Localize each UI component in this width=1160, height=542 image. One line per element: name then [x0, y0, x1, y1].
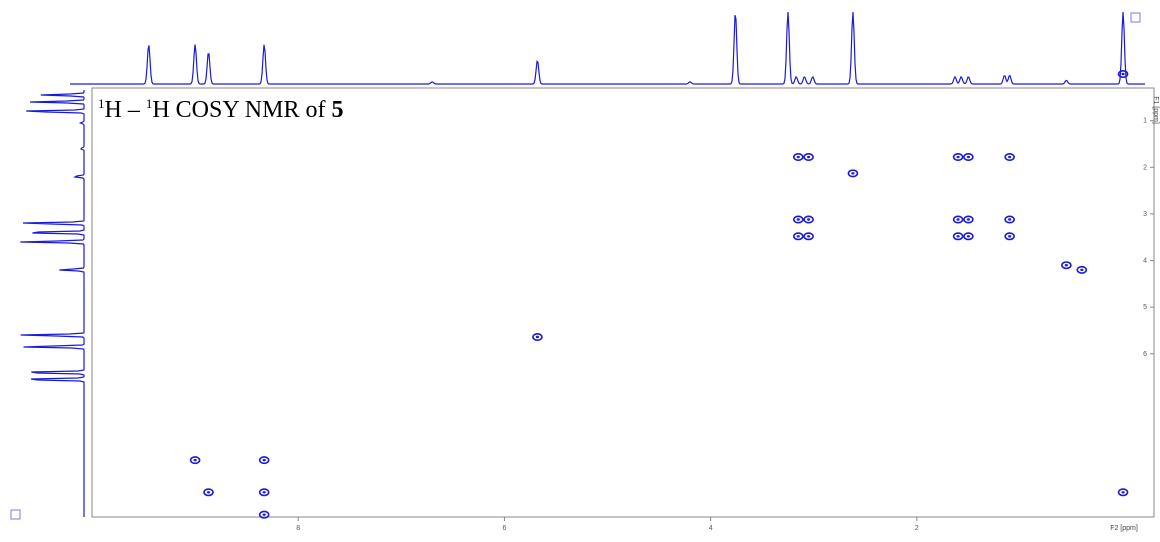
cross-peak [1117, 70, 1129, 79]
cross-peak [963, 153, 974, 162]
cross-peak [803, 232, 814, 241]
cross-peak [792, 232, 804, 241]
cross-peak [1004, 215, 1015, 224]
cross-peak-core [1008, 235, 1012, 238]
cross-peak [258, 456, 270, 465]
y-tick-label: 4 [1143, 258, 1147, 265]
corner-box-bottom-left [10, 509, 21, 520]
y-tick-label: 6 [1143, 351, 1147, 358]
y-axis-ticks: 1 2 3 4 5 6 [1143, 118, 1154, 358]
y-tick-label: 3 [1143, 211, 1147, 218]
cross-peak [189, 456, 201, 465]
cross-peak-core [193, 458, 197, 462]
cross-peak-core [1008, 218, 1012, 221]
cross-peak-core [796, 155, 800, 159]
y-tick-label: 5 [1143, 304, 1147, 311]
cross-peak [1061, 261, 1072, 270]
cross-peak [1117, 488, 1129, 497]
cross-peak-core [851, 172, 855, 175]
cross-peak-core [956, 155, 960, 159]
x-tick-label: 6 [502, 525, 506, 532]
cross-peak-core [1121, 72, 1125, 76]
x-tick-label: 4 [709, 525, 713, 532]
cross-peak-core [1064, 263, 1068, 267]
cross-peak-core [1008, 155, 1012, 159]
cross-peak-core [956, 218, 960, 221]
cross-peak-core [262, 491, 266, 494]
cross-peak [792, 153, 804, 162]
cross-peak [952, 153, 964, 162]
chart-title: 1H – 1H COSY NMR of 5 [98, 96, 344, 123]
cross-peak-core [796, 218, 800, 221]
f1-projection-trace [20, 90, 85, 517]
x-tick-label: 8 [296, 525, 300, 532]
cross-peak [803, 215, 814, 224]
cross-peak [203, 488, 214, 497]
cross-peak-core [966, 235, 971, 238]
cross-peak-core [806, 218, 811, 221]
cross-peak [258, 488, 270, 497]
y-axis-label: F1 [ppm] [1152, 96, 1159, 124]
cross-peak [1076, 265, 1088, 274]
cross-peak-core [806, 235, 811, 238]
cross-peak [532, 333, 543, 342]
cross-peak-core [1080, 268, 1084, 272]
cross-peak [963, 232, 974, 241]
x-axis-ticks: 8 6 4 2 [296, 517, 919, 532]
cross-peak-core [956, 235, 960, 238]
y-tick-label: 2 [1143, 164, 1147, 171]
cross-peak-core [206, 491, 211, 494]
cross-peak-core [262, 513, 266, 516]
cross-peak [952, 232, 964, 241]
corner-box-top-right [1130, 12, 1141, 23]
cross-peak-core [535, 335, 540, 339]
x-tick-label: 2 [915, 525, 919, 532]
plot-frame [91, 87, 1155, 518]
cross-peak-core [966, 218, 971, 221]
cross-peak-core [796, 235, 800, 238]
cross-peak-core [806, 155, 811, 159]
cross-peak [792, 215, 804, 224]
cross-peak-core [262, 458, 266, 462]
cross-peak-core [1121, 491, 1125, 494]
cross-peaks [189, 70, 1129, 519]
cross-peak [952, 215, 964, 224]
cross-peak [803, 153, 814, 162]
cross-peak [1004, 232, 1015, 241]
cross-peak-core [966, 155, 971, 159]
cross-peak [963, 215, 974, 224]
cross-peak [847, 169, 859, 178]
cross-peak [258, 510, 270, 519]
cross-peak [1004, 153, 1015, 162]
x-axis-label: F2 [ppm] [1110, 525, 1138, 532]
y-tick-label: 1 [1143, 118, 1147, 125]
f2-projection-trace [70, 11, 1145, 85]
